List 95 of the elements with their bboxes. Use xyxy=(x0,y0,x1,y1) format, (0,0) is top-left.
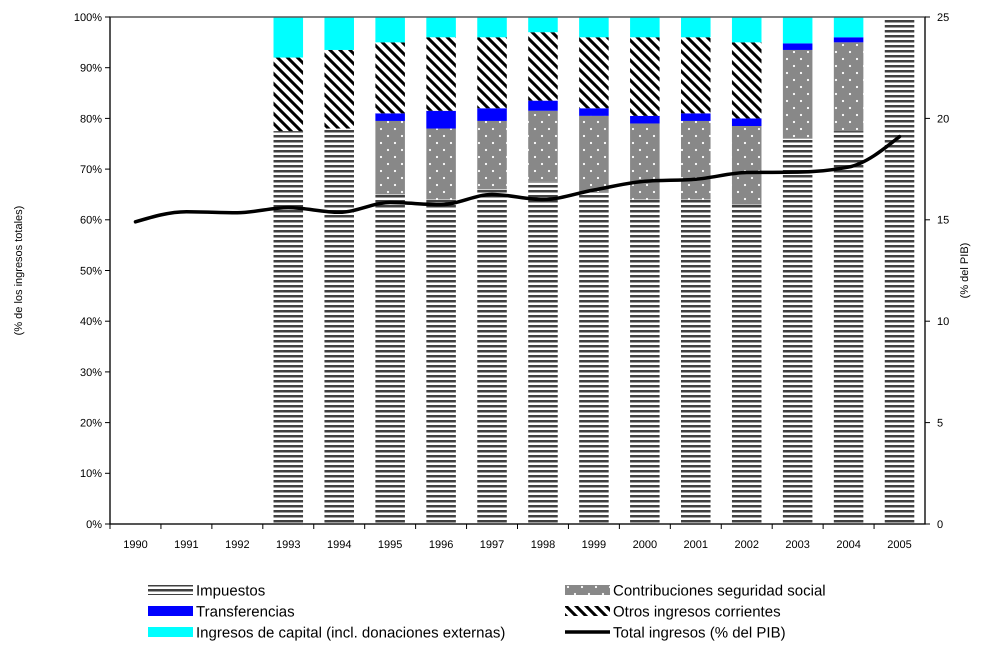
bar xyxy=(528,32,558,101)
bar xyxy=(477,189,507,524)
y-tick-label: 0% xyxy=(86,518,102,531)
bar xyxy=(681,17,711,38)
x-tick-label: 1997 xyxy=(480,539,504,551)
bar xyxy=(782,43,812,50)
bar xyxy=(426,37,456,111)
bar xyxy=(528,100,558,111)
bar xyxy=(477,120,507,190)
y-tick-label: 40% xyxy=(80,316,102,328)
bar xyxy=(528,110,558,182)
bar xyxy=(681,113,711,121)
y2-tick-label: 10 xyxy=(937,316,950,328)
bar xyxy=(579,116,609,192)
legend-label: Ingresos de capital (incl. donaciones externas) xyxy=(196,624,506,642)
bar xyxy=(426,17,456,38)
x-tick-label: 2005 xyxy=(887,539,912,551)
bar xyxy=(274,17,304,58)
y-tick-label: 90% xyxy=(80,62,102,75)
x-tick-label: 2004 xyxy=(836,539,861,551)
bar xyxy=(426,128,456,200)
legend-label: Impuestos xyxy=(196,582,266,600)
y-tick-label: 70% xyxy=(80,164,102,176)
bar xyxy=(477,37,507,108)
bar xyxy=(579,17,609,38)
x-tick-label: 2003 xyxy=(785,539,810,551)
x-tick-label: 2000 xyxy=(632,539,658,551)
bar xyxy=(834,37,864,42)
legend-label: Total ingresos (% del PIB) xyxy=(613,624,786,642)
bar xyxy=(375,113,405,121)
bar xyxy=(375,42,405,114)
bar xyxy=(477,17,507,38)
y2-tick-label: 5 xyxy=(937,417,944,430)
bar xyxy=(630,37,660,116)
y2-tick-label: 25 xyxy=(937,12,950,24)
bar xyxy=(528,17,558,32)
bar xyxy=(732,126,762,205)
bar xyxy=(375,194,405,524)
bar xyxy=(834,131,864,524)
y-tick-label: 30% xyxy=(80,366,102,379)
bar xyxy=(732,17,762,42)
bar xyxy=(579,37,609,108)
y2-tick-label: 0 xyxy=(937,518,944,531)
bar xyxy=(732,204,762,524)
y-tick-label: 60% xyxy=(80,214,102,227)
x-tick-label: 1999 xyxy=(582,539,606,551)
legend-label: Transferencias xyxy=(196,603,295,620)
bar xyxy=(375,17,405,42)
bar xyxy=(579,108,609,116)
bar xyxy=(477,108,507,121)
bar xyxy=(324,128,354,524)
x-tick-label: 2002 xyxy=(734,539,759,551)
bar xyxy=(782,50,812,139)
bar xyxy=(834,42,864,132)
bar xyxy=(732,118,762,126)
bar xyxy=(681,200,711,524)
x-tick-label: 1990 xyxy=(123,539,148,551)
bar xyxy=(528,182,558,524)
x-tick-label: 1991 xyxy=(174,539,199,551)
y-tick-label: 50% xyxy=(80,265,102,278)
bar xyxy=(375,120,405,194)
bar xyxy=(324,17,354,50)
y-tick-label: 80% xyxy=(80,113,102,126)
bar xyxy=(630,17,660,38)
bar xyxy=(782,17,812,44)
bar xyxy=(681,37,711,114)
x-tick-label: 1992 xyxy=(225,539,250,551)
x-tick-label: 1995 xyxy=(378,539,402,551)
bar xyxy=(426,200,456,524)
bar xyxy=(426,110,456,129)
y-tick-label: 10% xyxy=(80,468,102,480)
y2-tick-label: 20 xyxy=(937,113,950,126)
bar xyxy=(324,50,354,129)
x-tick-label: 1998 xyxy=(530,539,556,551)
y2-axis-title: (% del PIB) xyxy=(959,242,971,298)
bar xyxy=(274,131,304,524)
y-tick-label: 20% xyxy=(80,417,102,430)
x-tick-label: 1994 xyxy=(326,539,352,551)
x-tick-label: 1993 xyxy=(276,539,301,551)
legend-label: Otros ingresos corrientes xyxy=(613,603,781,620)
line-series xyxy=(134,134,902,224)
bar xyxy=(834,17,864,38)
y2-tick-label: 15 xyxy=(937,214,950,227)
bar xyxy=(630,123,660,200)
bar xyxy=(681,120,711,200)
bar xyxy=(579,192,609,524)
bar xyxy=(630,116,660,124)
x-tick-label: 1996 xyxy=(428,539,454,551)
x-tick-label: 2001 xyxy=(684,539,708,551)
bar xyxy=(274,58,304,132)
legend-label: Contribuciones seguridad social xyxy=(613,582,826,600)
y-axis-title: (% de los ingresos totales) xyxy=(13,206,25,336)
bar xyxy=(732,42,762,118)
bar xyxy=(630,200,660,524)
y-tick-label: 100% xyxy=(74,12,102,24)
